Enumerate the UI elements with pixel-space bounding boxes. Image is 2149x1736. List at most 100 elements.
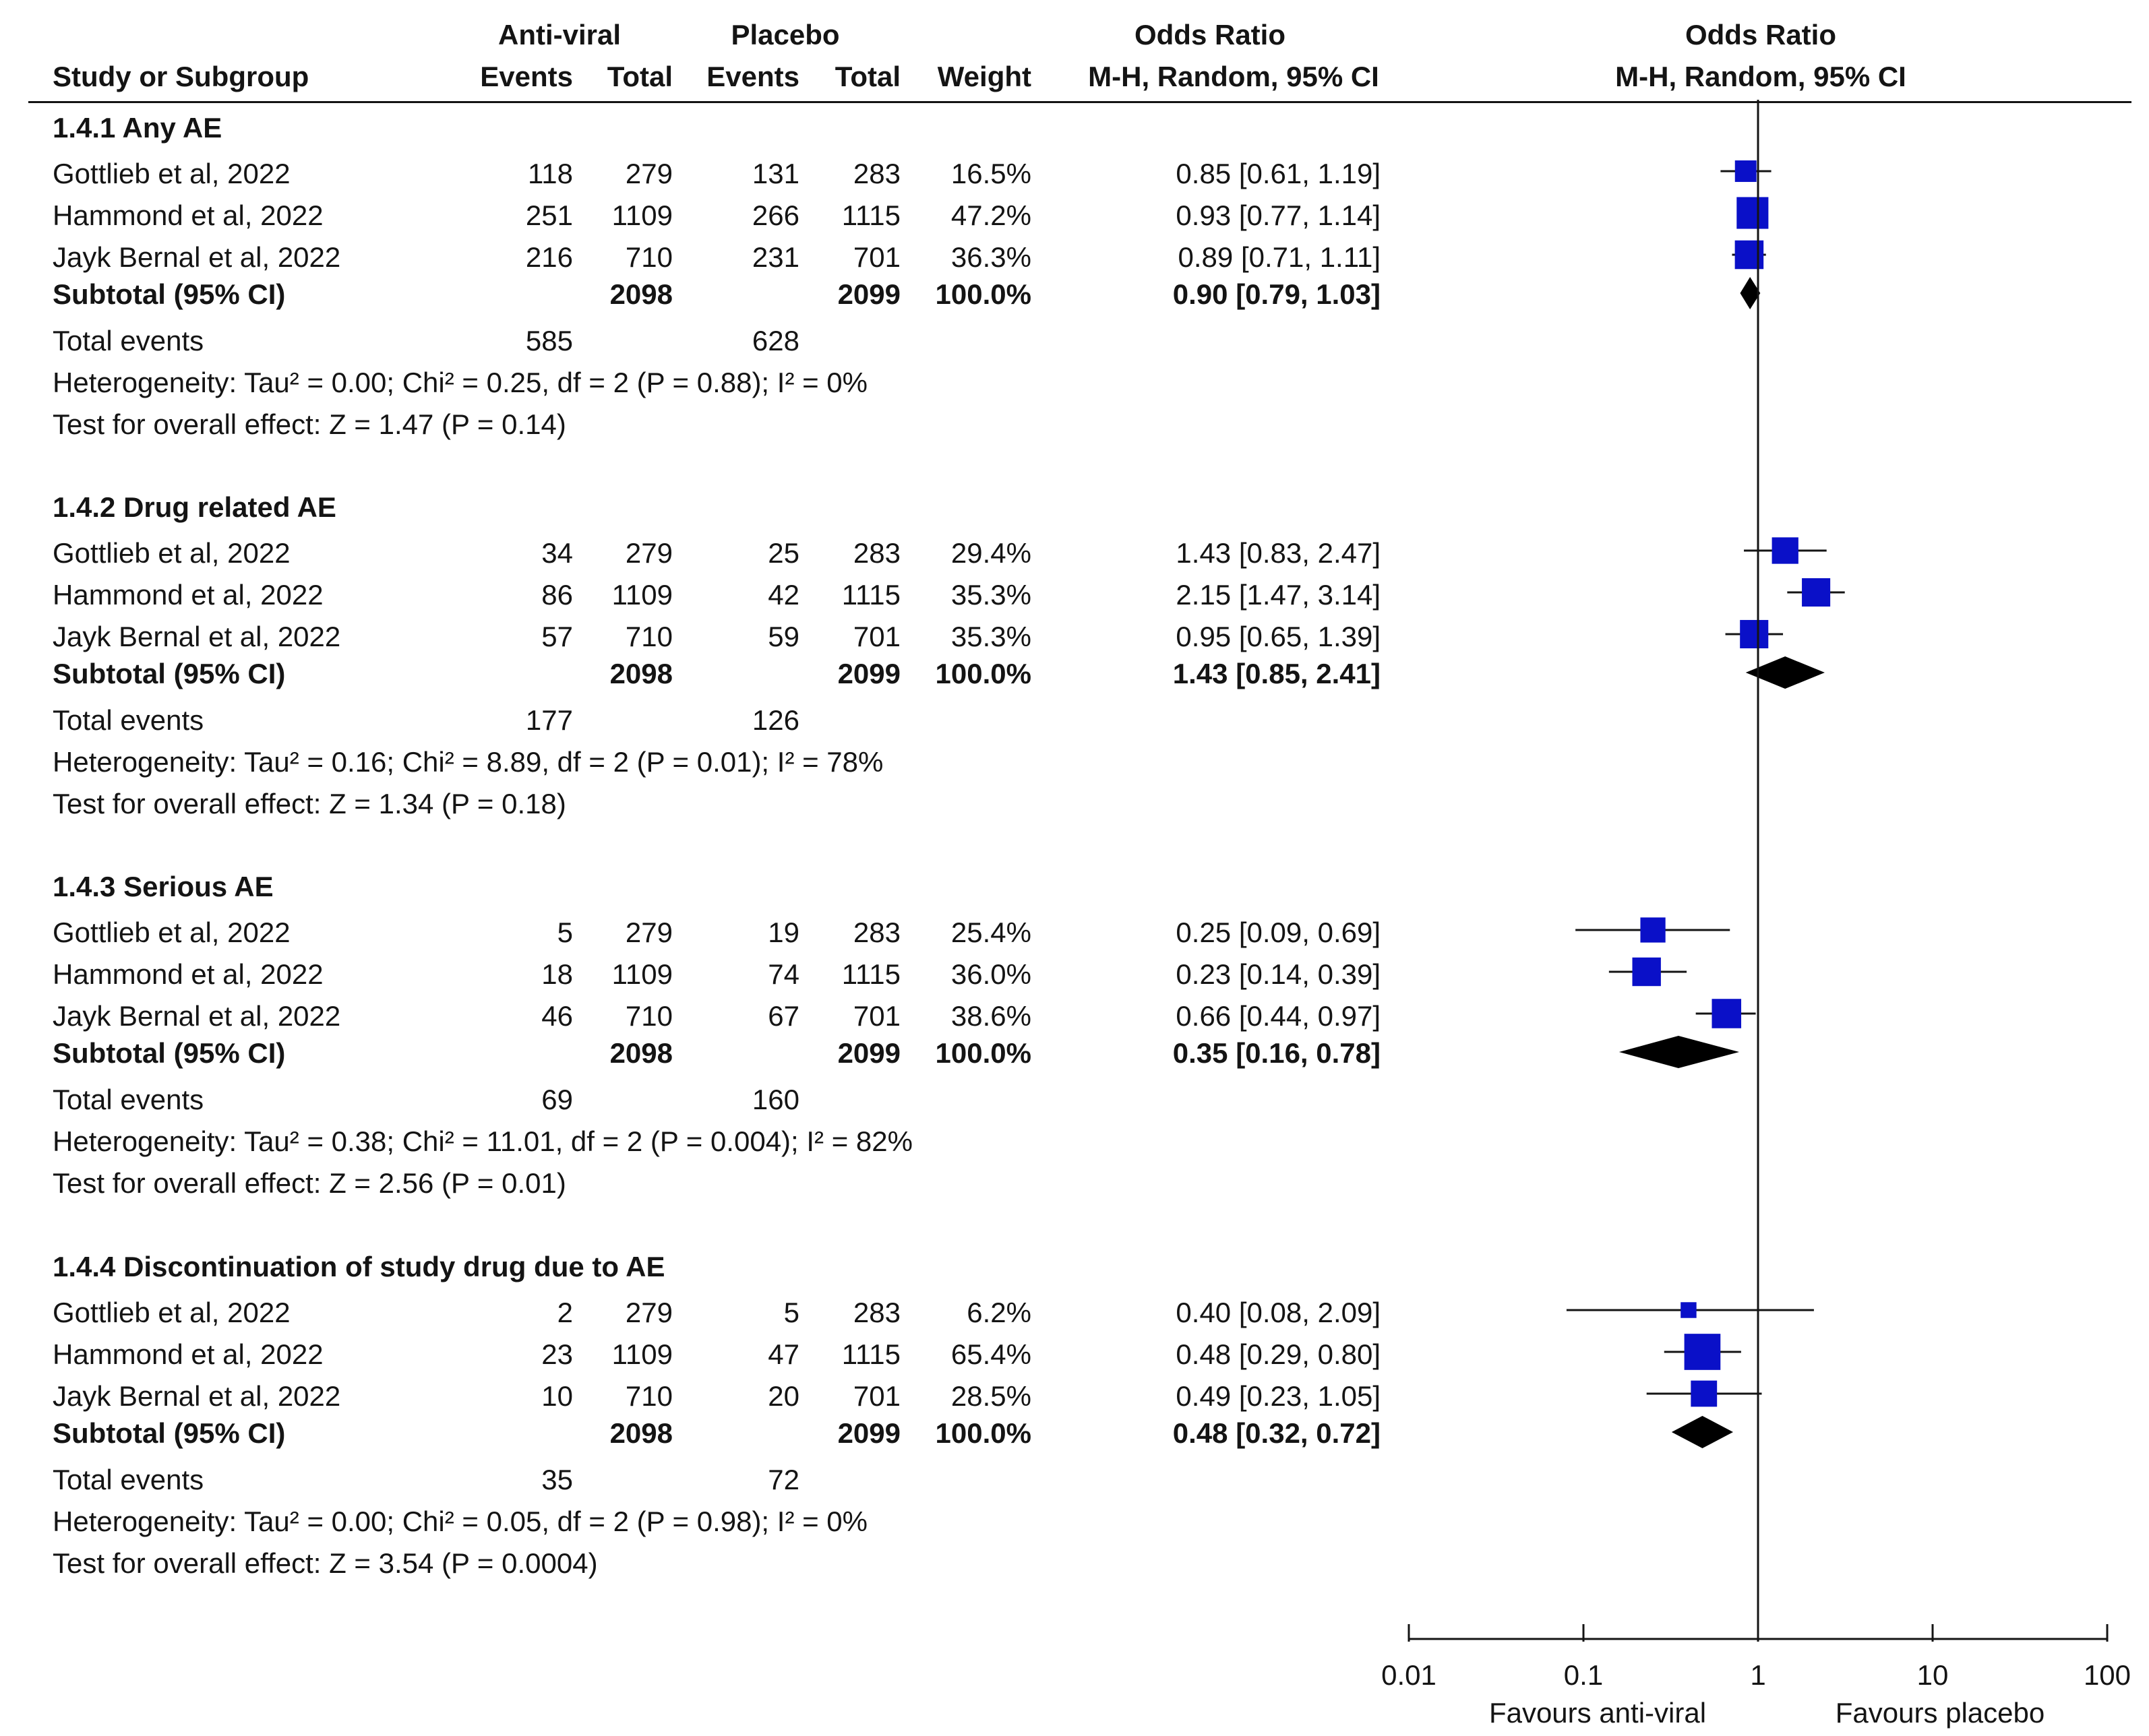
events-placebo: 20: [768, 1380, 799, 1412]
total-antiviral: 710: [625, 1000, 673, 1032]
subtotal-odds-ratio-ci: 1.43 [0.85, 2.41]: [1172, 658, 1381, 689]
subtotal-odds-ratio-ci: 0.48 [0.32, 0.72]: [1172, 1417, 1381, 1449]
total-placebo: 701: [853, 621, 901, 652]
total-events-antiviral: 35: [541, 1464, 573, 1495]
total-placebo: 1115: [841, 579, 901, 611]
total-antiviral: 1109: [611, 199, 673, 231]
total-antiviral: 279: [625, 537, 673, 569]
study-name: Jayk Bernal et al, 2022: [53, 241, 341, 273]
total-events-label: Total events: [53, 1084, 204, 1115]
header-odds-ratio-plot: Odds Ratio: [1685, 19, 1836, 51]
subtotal-odds-ratio-ci: 0.90 [0.79, 1.03]: [1172, 278, 1381, 310]
x-tick-label: 0.1: [1563, 1659, 1604, 1691]
study-name: Gottlieb et al, 2022: [53, 537, 291, 569]
events-antiviral: 251: [525, 199, 573, 231]
header-events-antiviral: Events: [480, 61, 573, 92]
total-placebo: 701: [853, 1380, 901, 1412]
header-antiviral: Anti-viral: [497, 19, 622, 51]
overall-effect-text: Test for overall effect: Z = 1.47 (P = 0…: [53, 408, 566, 440]
events-placebo: 231: [752, 241, 799, 273]
study-weight: 6.2%: [967, 1297, 1031, 1328]
header-total-placebo: Total: [835, 61, 901, 92]
total-events-placebo: 126: [752, 704, 799, 736]
study-weight: 36.0%: [950, 958, 1031, 990]
header-study: Study or Subgroup: [53, 61, 309, 92]
subtotal-weight: 100.0%: [935, 1417, 1031, 1449]
odds-ratio-ci: 0.25 [0.09, 0.69]: [1176, 917, 1381, 948]
subtotal-diamond: [1745, 656, 1825, 689]
events-antiviral: 216: [525, 241, 573, 273]
events-antiviral: 18: [541, 958, 573, 990]
total-events-antiviral: 177: [525, 704, 573, 736]
study-name: Hammond et al, 2022: [53, 579, 324, 611]
x-tick-label: 0.01: [1381, 1659, 1436, 1691]
events-placebo: 25: [768, 537, 799, 569]
x-tick-label: 10: [1916, 1659, 1949, 1691]
study-point-marker: [1734, 160, 1757, 182]
subtotal-total-antiviral: 2098: [609, 1037, 673, 1069]
total-events-label: Total events: [53, 325, 204, 356]
total-events-placebo: 160: [752, 1084, 799, 1115]
overall-effect-text: Test for overall effect: Z = 1.34 (P = 0…: [53, 788, 566, 819]
heterogeneity-text: Heterogeneity: Tau² = 0.00; Chi² = 0.05,…: [53, 1506, 868, 1537]
study-name: Gottlieb et al, 2022: [53, 1297, 291, 1328]
subtotal-label: Subtotal (95% CI): [53, 1417, 286, 1449]
overall-effect-text: Test for overall effect: Z = 2.56 (P = 0…: [53, 1167, 566, 1199]
header-odds-ratio: Odds Ratio: [1134, 19, 1285, 51]
heterogeneity-text: Heterogeneity: Tau² = 0.00; Chi² = 0.25,…: [53, 367, 868, 398]
subtotal-label: Subtotal (95% CI): [53, 278, 286, 310]
odds-ratio-ci: 0.48 [0.29, 0.80]: [1176, 1338, 1381, 1370]
total-placebo: 283: [853, 1297, 901, 1328]
study-weight: 16.5%: [950, 158, 1031, 189]
study-weight: 36.3%: [950, 241, 1031, 273]
subgroup-title: 1.4.3 Serious AE: [53, 871, 274, 902]
study-name: Hammond et al, 2022: [53, 199, 324, 231]
study-point-marker: [1640, 917, 1666, 943]
subgroup-title: 1.4.4 Discontinuation of study drug due …: [53, 1251, 665, 1282]
odds-ratio-ci: 0.95 [0.65, 1.39]: [1176, 621, 1381, 652]
events-placebo: 47: [768, 1338, 799, 1370]
study-point-marker: [1632, 957, 1661, 987]
total-antiviral: 1109: [611, 579, 673, 611]
odds-ratio-ci: 1.43 [0.83, 2.47]: [1176, 537, 1381, 569]
total-antiviral: 710: [625, 241, 673, 273]
overall-effect-text: Test for overall effect: Z = 3.54 (P = 0…: [53, 1547, 598, 1579]
total-placebo: 283: [853, 158, 901, 189]
study-point-marker: [1802, 578, 1831, 607]
events-antiviral: 86: [541, 579, 573, 611]
x-tick-label: 1: [1750, 1659, 1766, 1691]
total-events-antiviral: 585: [525, 325, 573, 356]
subtotal-total-antiviral: 2098: [609, 278, 673, 310]
events-antiviral: 10: [541, 1380, 573, 1412]
events-antiviral: 5: [557, 917, 573, 948]
study-point-marker: [1712, 999, 1742, 1028]
events-antiviral: 57: [541, 621, 573, 652]
study-point-marker: [1740, 619, 1769, 649]
subtotal-weight: 100.0%: [935, 1037, 1031, 1069]
total-placebo: 283: [853, 537, 901, 569]
subtotal-label: Subtotal (95% CI): [53, 1037, 286, 1069]
favours-antiviral-label: Favours anti-viral: [1488, 1697, 1707, 1729]
odds-ratio-ci: 0.66 [0.44, 0.97]: [1176, 1000, 1381, 1032]
total-antiviral: 1109: [611, 1338, 673, 1370]
study-point-marker: [1736, 197, 1769, 229]
total-events-placebo: 72: [768, 1464, 799, 1495]
events-placebo: 266: [752, 199, 799, 231]
heterogeneity-text: Heterogeneity: Tau² = 0.16; Chi² = 8.89,…: [53, 746, 884, 778]
study-weight: 29.4%: [950, 537, 1031, 569]
subtotal-total-placebo: 2099: [837, 1417, 901, 1449]
total-placebo: 283: [853, 917, 901, 948]
odds-ratio-ci: 0.40 [0.08, 2.09]: [1176, 1297, 1381, 1328]
study-point-marker: [1734, 240, 1764, 270]
header-events-placebo: Events: [706, 61, 799, 92]
subgroup-title: 1.4.2 Drug related AE: [53, 491, 336, 523]
events-placebo: 67: [768, 1000, 799, 1032]
study-weight: 65.4%: [950, 1338, 1031, 1370]
events-antiviral: 2: [557, 1297, 573, 1328]
study-point-marker: [1772, 537, 1798, 564]
study-name: Hammond et al, 2022: [53, 1338, 324, 1370]
events-placebo: 42: [768, 579, 799, 611]
subtotal-diamond: [1618, 1036, 1740, 1068]
